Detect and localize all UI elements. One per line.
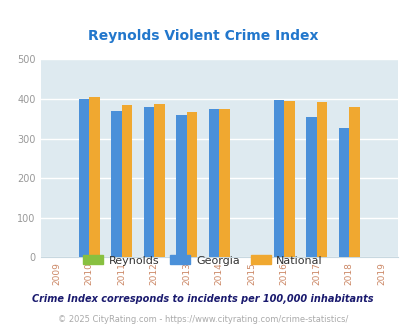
Bar bbox=[316, 102, 326, 257]
Bar bbox=[143, 107, 154, 257]
Bar bbox=[284, 101, 294, 257]
Bar bbox=[79, 99, 89, 257]
Text: Reynolds Violent Crime Index: Reynolds Violent Crime Index bbox=[87, 29, 318, 43]
Text: © 2025 CityRating.com - https://www.cityrating.com/crime-statistics/: © 2025 CityRating.com - https://www.city… bbox=[58, 315, 347, 324]
Bar bbox=[338, 127, 348, 257]
Bar bbox=[154, 104, 164, 257]
Bar bbox=[348, 107, 359, 257]
Bar bbox=[208, 109, 219, 257]
Bar bbox=[186, 113, 197, 257]
Bar bbox=[111, 111, 122, 257]
Bar bbox=[273, 100, 284, 257]
Bar bbox=[89, 97, 100, 257]
Text: Crime Index corresponds to incidents per 100,000 inhabitants: Crime Index corresponds to incidents per… bbox=[32, 294, 373, 304]
Legend: Reynolds, Georgia, National: Reynolds, Georgia, National bbox=[79, 251, 326, 270]
Bar bbox=[176, 115, 186, 257]
Bar bbox=[305, 117, 316, 257]
Bar bbox=[219, 109, 229, 257]
Bar bbox=[122, 105, 132, 257]
